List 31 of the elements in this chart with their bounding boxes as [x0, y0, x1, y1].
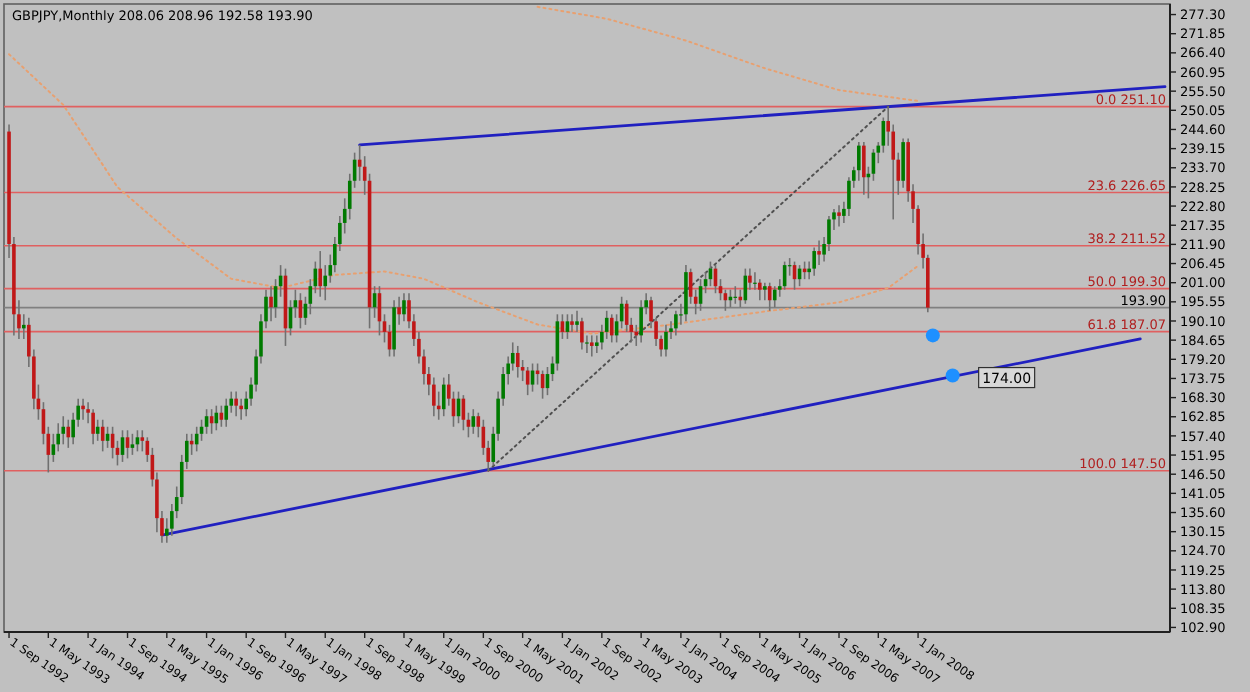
- candlestick: [130, 433, 135, 456]
- candlestick: [862, 141, 866, 196]
- line-series: [536, 5, 920, 102]
- candlestick: [91, 408, 95, 446]
- candlestick: [580, 317, 584, 351]
- candlestick: [639, 299, 643, 344]
- candlestick: [224, 397, 229, 428]
- candlestick: [66, 418, 71, 449]
- candlestick: [570, 313, 574, 333]
- candlestick: [392, 299, 396, 358]
- candlestick: [837, 204, 841, 228]
- candlestick: [772, 285, 777, 309]
- candlestick: [589, 334, 594, 358]
- candlestick: [609, 313, 614, 344]
- candlestick: [234, 390, 238, 418]
- candlestick: [318, 250, 323, 298]
- candlestick: [674, 310, 678, 337]
- line-series: [8, 53, 920, 335]
- candlestick: [441, 376, 446, 418]
- candlestick: [269, 285, 273, 323]
- candlestick: [684, 264, 688, 323]
- candlestick: [812, 246, 816, 277]
- candlestick: [758, 278, 762, 302]
- candlestick: [239, 397, 243, 421]
- candlestick: [515, 345, 520, 379]
- candlestick: [664, 324, 668, 358]
- candlestick: [471, 408, 476, 435]
- candlestick: [61, 415, 66, 446]
- candlestick: [733, 285, 738, 305]
- candlestick: [402, 292, 406, 323]
- candlestick: [81, 397, 85, 421]
